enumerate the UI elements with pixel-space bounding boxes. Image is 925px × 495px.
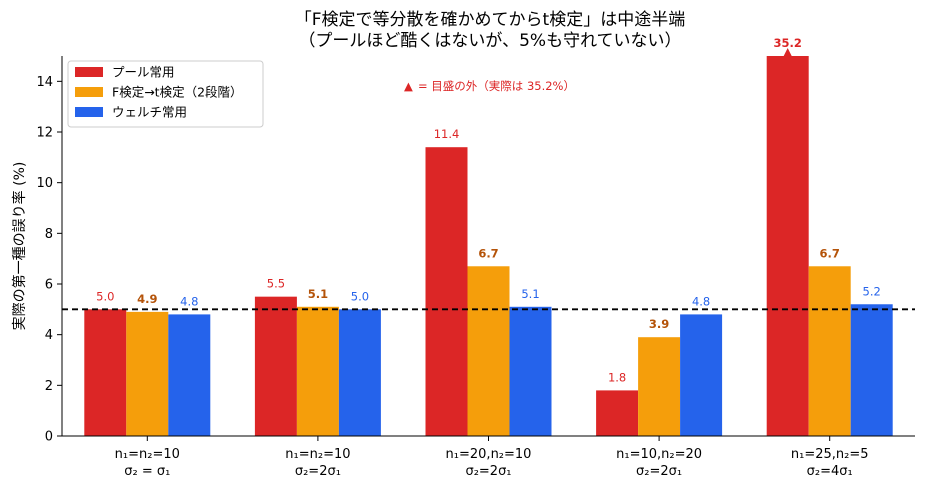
bar-2-5 <box>808 266 851 436</box>
y-tick-label: 14 <box>36 75 53 90</box>
annotation-text: = 目盛の外（実際は 35.2%） <box>418 79 575 93</box>
x-tick-label: σ₂ = σ₁ <box>124 464 170 479</box>
data-label: 5.0 <box>96 289 114 303</box>
x-tick-label: n₁=n₂=10 <box>285 447 350 462</box>
y-tick-label: 8 <box>45 227 53 242</box>
bar-1-3 <box>425 147 468 436</box>
data-label: 5.1 <box>308 287 328 301</box>
annotation: ▲ = 目盛の外（実際は 35.2%） <box>404 79 575 93</box>
bar-2-4 <box>638 337 681 436</box>
x-tick-label: n₁=10,n₂=20 <box>616 447 702 462</box>
legend-swatch <box>75 67 103 77</box>
data-label: 1.8 <box>608 370 626 384</box>
data-label: 4.9 <box>137 292 157 306</box>
y-tick-label: 10 <box>36 176 53 191</box>
data-label: 6.7 <box>478 246 498 260</box>
data-label: 3.9 <box>649 317 669 331</box>
x-tick-label: σ₂=4σ₁ <box>807 464 853 479</box>
legend: プール常用 F検定→t検定（2段階） ウェルチ常用 <box>67 60 264 128</box>
y-tick-label: 6 <box>45 278 53 293</box>
legend-entry: F検定→t検定（2段階） <box>112 85 243 100</box>
data-label: 11.4 <box>434 127 460 141</box>
legend-entry: プール常用 <box>112 65 175 80</box>
legend-swatch <box>75 87 103 97</box>
bar-3-3 <box>509 306 552 436</box>
y-axis-label: 実際の第一種の誤り率 (%) <box>11 162 28 331</box>
data-label: 6.7 <box>820 246 840 260</box>
data-label: 35.2 <box>774 36 802 50</box>
title-line-1: 「F検定で等分散を確かめてからt検定」は中途半端 <box>295 10 685 30</box>
bar-3-1 <box>168 314 211 436</box>
title-line-2: （プールほど酷くはないが、5%も守れていない） <box>298 31 681 51</box>
bar-3-2 <box>338 309 381 436</box>
x-tick-label: n₁=20,n₂=10 <box>446 447 532 462</box>
y-tick-label: 2 <box>45 379 53 394</box>
data-label: 5.1 <box>521 287 539 301</box>
bar-2-2 <box>296 306 339 436</box>
y-tick-label: 0 <box>45 430 53 445</box>
axes: 0 2 4 6 8 10 12 14 n₁=n₂=10 σ₂ = σ₁ n₁=n₂=10 σ₂=2σ₁… <box>36 56 915 479</box>
y-tick-label: 12 <box>36 126 53 141</box>
bar-3-5 <box>850 304 893 436</box>
x-tick-label: σ₂=2σ₁ <box>636 464 682 479</box>
data-label: 4.8 <box>692 294 710 308</box>
overflow-marker <box>782 48 793 58</box>
bar-2-3 <box>467 266 510 436</box>
annotation-symbol: ▲ <box>404 79 413 93</box>
data-labels: 5.0 5.5 11.4 1.8 35.2 4.9 5.1 6.7 3.9 6.7 4.8 5.0 5.… <box>96 36 881 384</box>
bar-1-2 <box>254 296 297 436</box>
data-label: 5.5 <box>267 277 285 291</box>
x-tick-label: σ₂=2σ₁ <box>295 464 341 479</box>
data-label: 5.0 <box>351 289 369 303</box>
data-label: 5.2 <box>863 284 881 298</box>
x-tick-label: σ₂=2σ₁ <box>465 464 511 479</box>
legend-box <box>67 60 264 128</box>
bar-1-5 <box>766 56 809 436</box>
bars <box>84 48 893 436</box>
bar-1-4 <box>596 390 639 436</box>
x-tick-label: n₁=n₂=10 <box>115 447 180 462</box>
chart-title: 「F検定で等分散を確かめてからt検定」は中途半端 （プールほど酷くはないが、5%… <box>295 10 685 51</box>
bar-2-1 <box>126 311 169 436</box>
bar-3-4 <box>680 314 723 436</box>
x-tick-label: n₁=25,n₂=5 <box>791 447 869 462</box>
y-tick-label: 4 <box>45 328 53 343</box>
legend-entry: ウェルチ常用 <box>112 105 187 120</box>
data-label: 4.8 <box>180 294 198 308</box>
bar-1-1 <box>84 309 127 436</box>
legend-swatch <box>75 107 103 117</box>
